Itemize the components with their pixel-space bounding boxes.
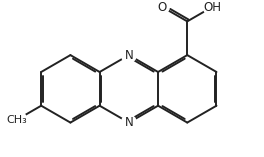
Text: OH: OH [203,0,221,14]
Circle shape [121,48,136,62]
Circle shape [156,0,169,14]
Text: CH₃: CH₃ [6,115,27,125]
Circle shape [121,115,136,130]
Circle shape [6,110,26,130]
Circle shape [203,0,221,16]
Text: N: N [124,116,133,129]
Text: N: N [124,49,133,62]
Text: O: O [158,0,167,14]
